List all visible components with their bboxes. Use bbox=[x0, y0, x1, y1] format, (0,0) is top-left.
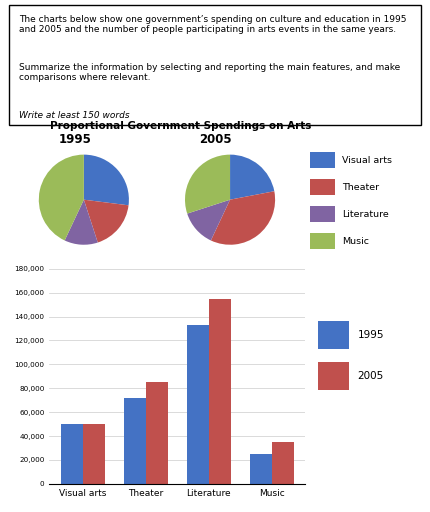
Wedge shape bbox=[185, 155, 230, 214]
Text: Proportional Government Spendings on Arts: Proportional Government Spendings on Art… bbox=[50, 120, 311, 131]
Bar bbox=[310, 233, 335, 249]
Wedge shape bbox=[84, 155, 129, 205]
Bar bbox=[83, 424, 105, 484]
Text: The charts below show one government’s spending on culture and education in 1995: The charts below show one government’s s… bbox=[19, 15, 406, 34]
Wedge shape bbox=[64, 200, 98, 245]
Wedge shape bbox=[39, 155, 84, 241]
Text: 2005: 2005 bbox=[357, 371, 384, 381]
Wedge shape bbox=[187, 200, 230, 241]
Bar bbox=[318, 321, 349, 349]
Bar bbox=[310, 179, 335, 195]
Bar bbox=[187, 325, 209, 484]
Text: 2005: 2005 bbox=[199, 133, 231, 146]
Bar bbox=[272, 442, 294, 484]
Text: 1995: 1995 bbox=[357, 330, 384, 340]
Wedge shape bbox=[211, 191, 275, 245]
Bar bbox=[310, 206, 335, 222]
Wedge shape bbox=[84, 200, 129, 243]
Text: Visual arts: Visual arts bbox=[342, 156, 392, 165]
Bar bbox=[209, 298, 231, 484]
Text: Theater: Theater bbox=[342, 183, 379, 192]
Bar bbox=[124, 398, 146, 484]
Text: Summarize the information by selecting and reporting the main features, and make: Summarize the information by selecting a… bbox=[19, 63, 400, 82]
Bar bbox=[318, 362, 349, 390]
Bar bbox=[61, 424, 83, 484]
Bar bbox=[310, 153, 335, 168]
Text: Literature: Literature bbox=[342, 210, 389, 219]
Text: Music: Music bbox=[342, 237, 369, 246]
Text: 1995: 1995 bbox=[59, 133, 92, 146]
Bar bbox=[250, 454, 272, 484]
Text: Write at least 150 words: Write at least 150 words bbox=[19, 111, 129, 120]
FancyBboxPatch shape bbox=[9, 5, 421, 125]
Bar bbox=[146, 382, 168, 484]
Wedge shape bbox=[230, 155, 274, 200]
